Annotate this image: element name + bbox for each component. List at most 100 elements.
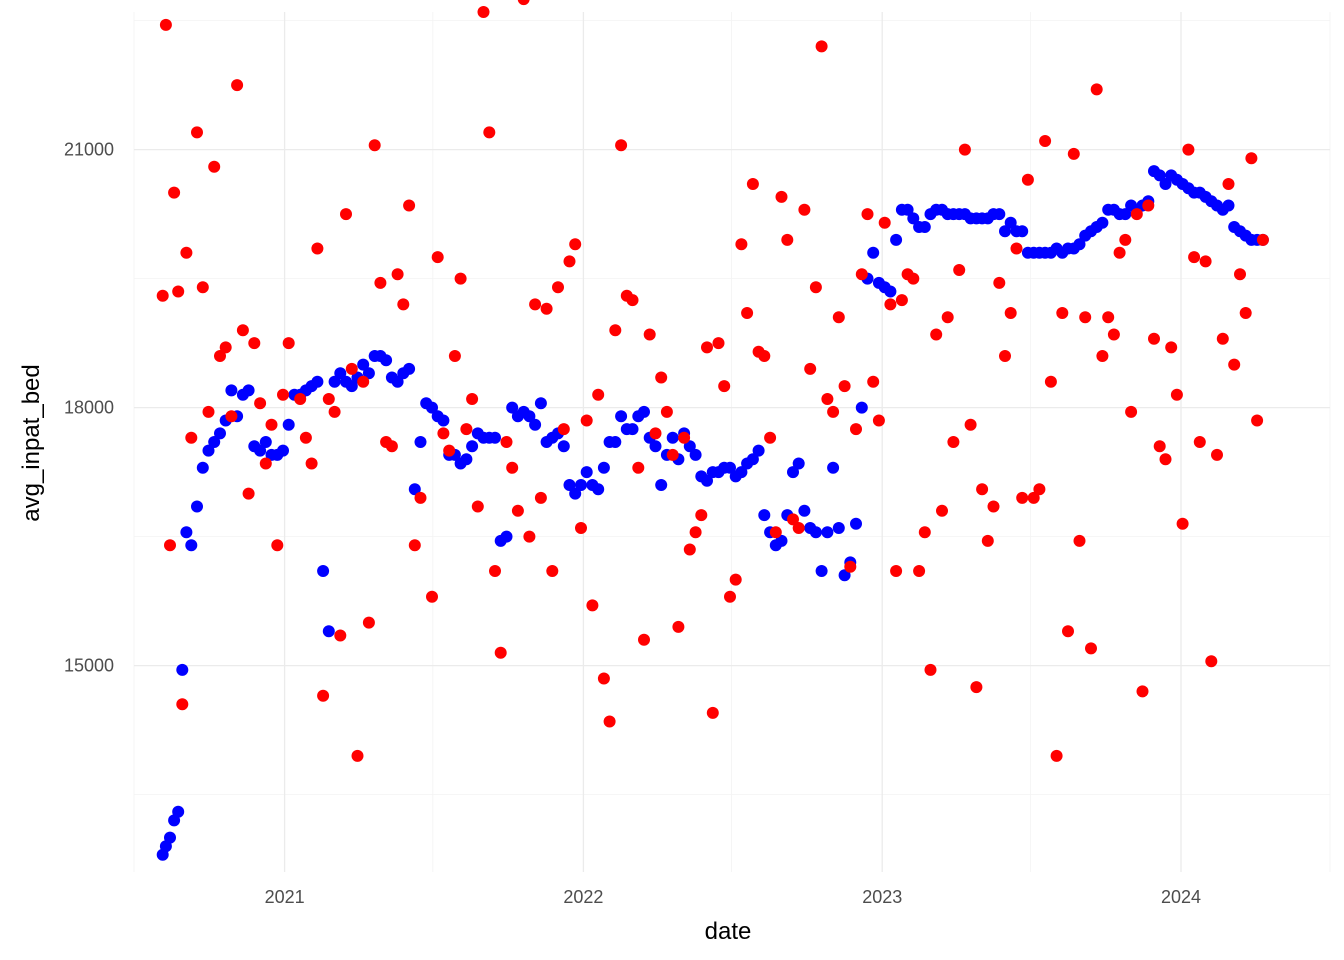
red-data-point <box>792 522 805 534</box>
red-data-point <box>993 276 1006 289</box>
red-data-point <box>208 160 221 173</box>
red-data-point <box>1199 255 1212 268</box>
red-data-point <box>981 534 994 547</box>
red-data-point <box>838 380 851 393</box>
blue-data-point <box>489 431 501 444</box>
blue-data-point <box>850 517 862 530</box>
red-data-point <box>649 427 662 440</box>
red-data-point <box>964 418 977 431</box>
y-axis-title: avg_inpat_bed <box>18 364 45 521</box>
red-data-point <box>517 0 530 6</box>
red-data-point <box>374 276 387 289</box>
blue-data-point <box>867 246 880 259</box>
red-data-point <box>426 590 438 603</box>
red-data-point <box>586 599 599 612</box>
blue-data-point <box>1016 225 1029 238</box>
red-data-point <box>626 294 639 307</box>
red-data-point <box>1107 328 1120 341</box>
blue-data-point <box>683 440 696 453</box>
red-data-point <box>809 281 822 294</box>
y-tick-label: 21000 <box>64 140 114 160</box>
red-data-point <box>1004 307 1017 319</box>
blue-data-point <box>724 461 736 474</box>
red-data-point <box>385 440 398 453</box>
red-data-point <box>1056 307 1069 319</box>
blue-data-point <box>580 466 593 479</box>
blue-data-point <box>597 461 610 474</box>
blue-data-point <box>832 522 845 534</box>
blue-data-point <box>1159 178 1172 190</box>
red-data-point <box>1125 405 1138 418</box>
red-data-point <box>1010 242 1023 255</box>
red-data-point <box>1113 246 1126 259</box>
blue-data-point <box>821 526 834 539</box>
red-data-point <box>1148 332 1160 345</box>
red-data-point <box>225 410 238 423</box>
red-data-point <box>483 126 496 139</box>
y-tick-label: 18000 <box>64 398 114 418</box>
red-data-point <box>844 560 857 573</box>
red-data-point <box>1027 491 1040 504</box>
blue-data-point <box>592 483 605 496</box>
red-data-point <box>1090 83 1103 96</box>
red-data-point <box>391 268 404 281</box>
blue-data-point <box>798 504 811 517</box>
blue-data-point <box>500 530 513 543</box>
blue-data-point <box>242 384 255 397</box>
blue-data-point <box>666 431 679 444</box>
red-data-point <box>609 324 622 337</box>
red-data-point <box>781 233 794 246</box>
red-data-point <box>1256 233 1269 246</box>
red-data-point <box>185 431 198 444</box>
red-data-point <box>958 143 971 156</box>
blue-data-point <box>1153 169 1166 182</box>
red-data-point <box>299 431 312 444</box>
red-data-point <box>683 543 696 556</box>
red-data-point <box>953 264 966 276</box>
blue-data-point <box>506 401 519 414</box>
blue-data-point <box>414 436 427 448</box>
blue-data-point <box>901 203 914 216</box>
red-data-point <box>827 405 840 418</box>
blue-data-point <box>328 375 341 388</box>
blue-data-point <box>317 565 330 577</box>
red-data-point <box>947 436 960 448</box>
red-data-point <box>196 281 209 294</box>
blue-data-point <box>884 285 897 298</box>
red-data-point <box>242 487 255 500</box>
y-axis-ticks: 15000 18000 21000 <box>64 140 114 676</box>
red-data-point <box>1211 448 1223 461</box>
red-data-point <box>821 393 834 405</box>
red-data-point <box>678 431 691 444</box>
red-data-point <box>164 539 176 552</box>
red-data-point <box>489 565 501 577</box>
red-data-point <box>1039 135 1052 147</box>
red-data-point <box>769 526 782 539</box>
red-data-point <box>305 457 318 470</box>
red-data-point <box>746 178 759 190</box>
blue-data-point <box>1073 238 1086 251</box>
red-data-point <box>168 186 181 199</box>
red-data-point <box>689 526 702 539</box>
blue-data-point <box>1096 216 1109 229</box>
blue-data-point <box>191 500 203 513</box>
red-data-point <box>890 565 903 577</box>
red-data-point <box>176 698 189 711</box>
red-data-point <box>1136 685 1149 698</box>
x-tick-label: 2022 <box>563 887 603 907</box>
grid <box>133 12 1331 872</box>
blue-data-point <box>403 362 416 375</box>
red-data-point <box>1044 375 1057 388</box>
blue-data-point <box>809 526 822 539</box>
red-data-point <box>918 526 931 539</box>
red-data-point <box>254 397 267 410</box>
red-data-point <box>976 483 989 496</box>
red-data-point <box>172 285 185 298</box>
blue-data-point <box>534 397 547 410</box>
red-data-point <box>368 139 381 152</box>
blue-data-point <box>523 410 536 423</box>
blue-data-point <box>172 805 185 818</box>
red-data-point <box>443 444 456 457</box>
blue-data-point <box>357 358 370 371</box>
